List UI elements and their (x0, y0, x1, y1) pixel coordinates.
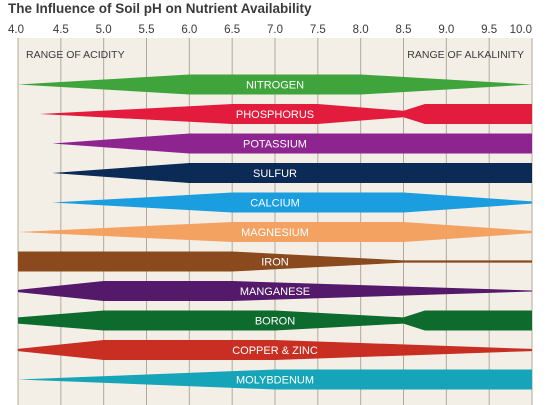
nutrient-label: NITROGEN (246, 80, 304, 92)
nutrient-band-calcium (52, 192, 533, 213)
nutrient-label: POTASSIUM (243, 139, 307, 151)
x-tick-label: 6.5 (224, 24, 240, 36)
range-of-acidity-label: RANGE OF ACIDITY (26, 49, 125, 61)
x-tick-label: 8.0 (353, 24, 369, 36)
nutrient-label: MOLYBDENUM (236, 375, 314, 387)
nutrient-label: PHOSPHORUS (236, 109, 314, 121)
chart-title: The Influence of Soil pH on Nutrient Ava… (8, 1, 312, 16)
range-of-alkalinity-label: RANGE OF ALKALINITY (407, 49, 524, 61)
nutrient-band-boron (18, 310, 532, 331)
nutrient-label: CALCIUM (250, 198, 300, 210)
nutrient-band-iron (18, 251, 532, 272)
nutrient-label: SULFUR (253, 168, 297, 180)
nutrient-band-magnesium (18, 222, 532, 242)
nutrient-label: MANGANESE (240, 286, 310, 298)
x-tick-label: 6.0 (181, 24, 197, 36)
nutrient-label: BORON (255, 316, 295, 328)
nutrient-label: COPPER & ZINC (232, 345, 318, 357)
nutrient-band-molybdenum (18, 369, 532, 390)
nutrient-band-nitrogen (18, 74, 532, 95)
nutrient-band-manganese (18, 281, 532, 301)
x-tick-label: 8.5 (396, 24, 412, 36)
nutrient-label: IRON (261, 257, 289, 269)
x-tick-label: 4.0 (8, 24, 24, 36)
nutrient-band-phosphorus (39, 104, 533, 124)
x-tick-label: 7.0 (267, 24, 283, 36)
nutrient-band-potassium (52, 133, 533, 154)
nutrient-label: MAGNESIUM (241, 227, 309, 239)
nutrient-band-copper-zinc (18, 340, 532, 360)
x-tick-label: 7.5 (310, 24, 326, 36)
nutrient-band-sulfur (52, 163, 533, 183)
x-tick-label: 9.5 (481, 24, 497, 36)
x-tick-label: 5.5 (139, 24, 155, 36)
x-tick-label: 5.0 (96, 24, 112, 36)
x-tick-label: 9.0 (438, 24, 454, 36)
x-tick-label: 10.0 (510, 24, 532, 36)
x-tick-label: 4.5 (53, 24, 69, 36)
